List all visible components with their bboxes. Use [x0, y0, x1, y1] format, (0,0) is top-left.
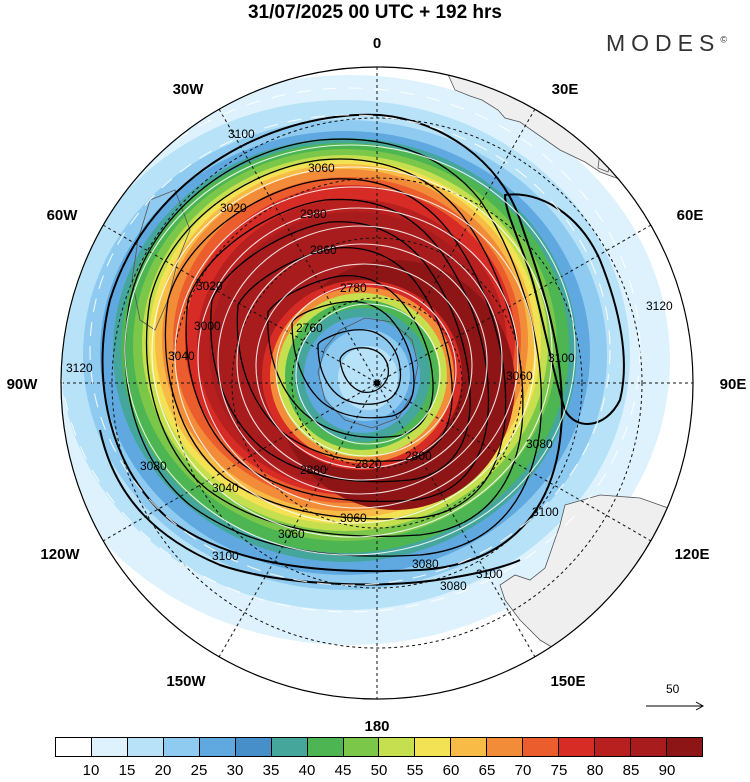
colorbar-tick-label: 40 — [299, 762, 316, 779]
lon-label-120e: 120E — [674, 546, 709, 563]
colorbar-swatch — [272, 738, 308, 756]
colorbar-tick-label: 90 — [659, 762, 676, 779]
colorbar-swatch — [200, 738, 236, 756]
brand-logo: MODES© — [606, 30, 727, 57]
contour-label: 3040 — [212, 481, 239, 495]
contour-label: 3080 — [526, 437, 553, 451]
contour-label: 3120 — [66, 361, 93, 375]
colorbar — [55, 737, 703, 757]
colorbar-tick-label: 65 — [479, 762, 496, 779]
contour-label: 2820 — [355, 457, 382, 471]
colorbar-ticks: 10 15 20 25 30 35 40 45 50 55 60 65 70 75 80 85 90 — [55, 762, 703, 782]
lon-label-150e: 150E — [550, 673, 585, 690]
contour-label: 2860 — [310, 243, 337, 257]
polar-map: 3100 3060 3020 2980 2860 2780 2760 3040 … — [0, 0, 750, 735]
lon-label-30e: 30E — [552, 81, 579, 98]
copyright-mark: © — [720, 34, 727, 44]
lon-label-60w: 60W — [47, 207, 79, 224]
contour-label: 3100 — [228, 127, 255, 141]
contour-label: 3020 — [220, 201, 247, 215]
colorbar-tick-label: 10 — [83, 762, 100, 779]
contour-label: 3000 — [194, 319, 221, 333]
contour-label: 3060 — [340, 511, 367, 525]
contour-label: 3080 — [440, 579, 467, 593]
colorbar-swatch — [523, 738, 559, 756]
contour-label: 2780 — [340, 281, 367, 295]
colorbar-swatch — [236, 738, 272, 756]
colorbar-swatch — [92, 738, 128, 756]
lon-label-30w: 30W — [173, 81, 205, 98]
colorbar-swatch — [667, 738, 702, 756]
colorbar-swatch — [631, 738, 667, 756]
colorbar-swatch — [559, 738, 595, 756]
contour-label: 3100 — [548, 351, 575, 365]
colorbar-tick-label: 35 — [263, 762, 280, 779]
colorbar-tick-label: 20 — [155, 762, 172, 779]
colorbar-swatch — [487, 738, 523, 756]
contour-label: 2880 — [300, 463, 327, 477]
contour-label: 3080 — [140, 459, 167, 473]
contour-label: 3120 — [646, 299, 673, 313]
contour-label: 3020 — [196, 279, 223, 293]
contour-label: 3080 — [412, 557, 439, 571]
contour-label: 3060 — [506, 369, 533, 383]
lon-label-180: 180 — [364, 718, 389, 735]
brand-name: MODES — [606, 30, 720, 56]
colorbar-tick-label: 80 — [587, 762, 604, 779]
colorbar-tick-label: 25 — [191, 762, 208, 779]
colorbar-swatch — [415, 738, 451, 756]
contour-label: 3100 — [532, 505, 559, 519]
lon-label-150w: 150W — [166, 673, 206, 690]
colorbar-tick-label: 70 — [515, 762, 532, 779]
colorbar-tick-label: 85 — [623, 762, 640, 779]
colorbar-tick-label: 55 — [407, 762, 424, 779]
new-zealand — [534, 660, 552, 698]
contour-label: 3100 — [476, 567, 503, 581]
lon-label-120w: 120W — [40, 546, 80, 563]
contour-label: 3040 — [168, 349, 195, 363]
south-pole-marker — [374, 380, 380, 386]
colorbar-swatch — [308, 738, 344, 756]
colorbar-tick-label: 45 — [335, 762, 352, 779]
chart-title: 31/07/2025 00 UTC + 192 hrs — [0, 0, 750, 26]
colorbar-tick-label: 15 — [119, 762, 136, 779]
lon-label-0: 0 — [373, 35, 381, 52]
lon-label-60e: 60E — [677, 207, 704, 224]
colorbar-tick-label: 50 — [371, 762, 388, 779]
lon-label-90e: 90E — [720, 376, 747, 393]
contour-label: 3060 — [308, 161, 335, 175]
reference-vector-arrow — [640, 680, 710, 720]
contour-label: 3060 — [278, 527, 305, 541]
colorbar-tick-label: 60 — [443, 762, 460, 779]
colorbar-swatch — [56, 738, 92, 756]
colorbar-swatch — [128, 738, 164, 756]
colorbar-swatch — [164, 738, 200, 756]
colorbar-swatch — [344, 738, 380, 756]
colorbar-swatch — [451, 738, 487, 756]
colorbar-swatch — [379, 738, 415, 756]
colorbar-swatch — [595, 738, 631, 756]
contour-label: 2980 — [300, 207, 327, 221]
contour-label: 2760 — [296, 321, 323, 335]
colorbar-tick-label: 30 — [227, 762, 244, 779]
contour-label: 2800 — [405, 449, 432, 463]
contour-label: 3100 — [212, 549, 239, 563]
lon-label-90w: 90W — [7, 376, 39, 393]
colorbar-tick-label: 75 — [551, 762, 568, 779]
